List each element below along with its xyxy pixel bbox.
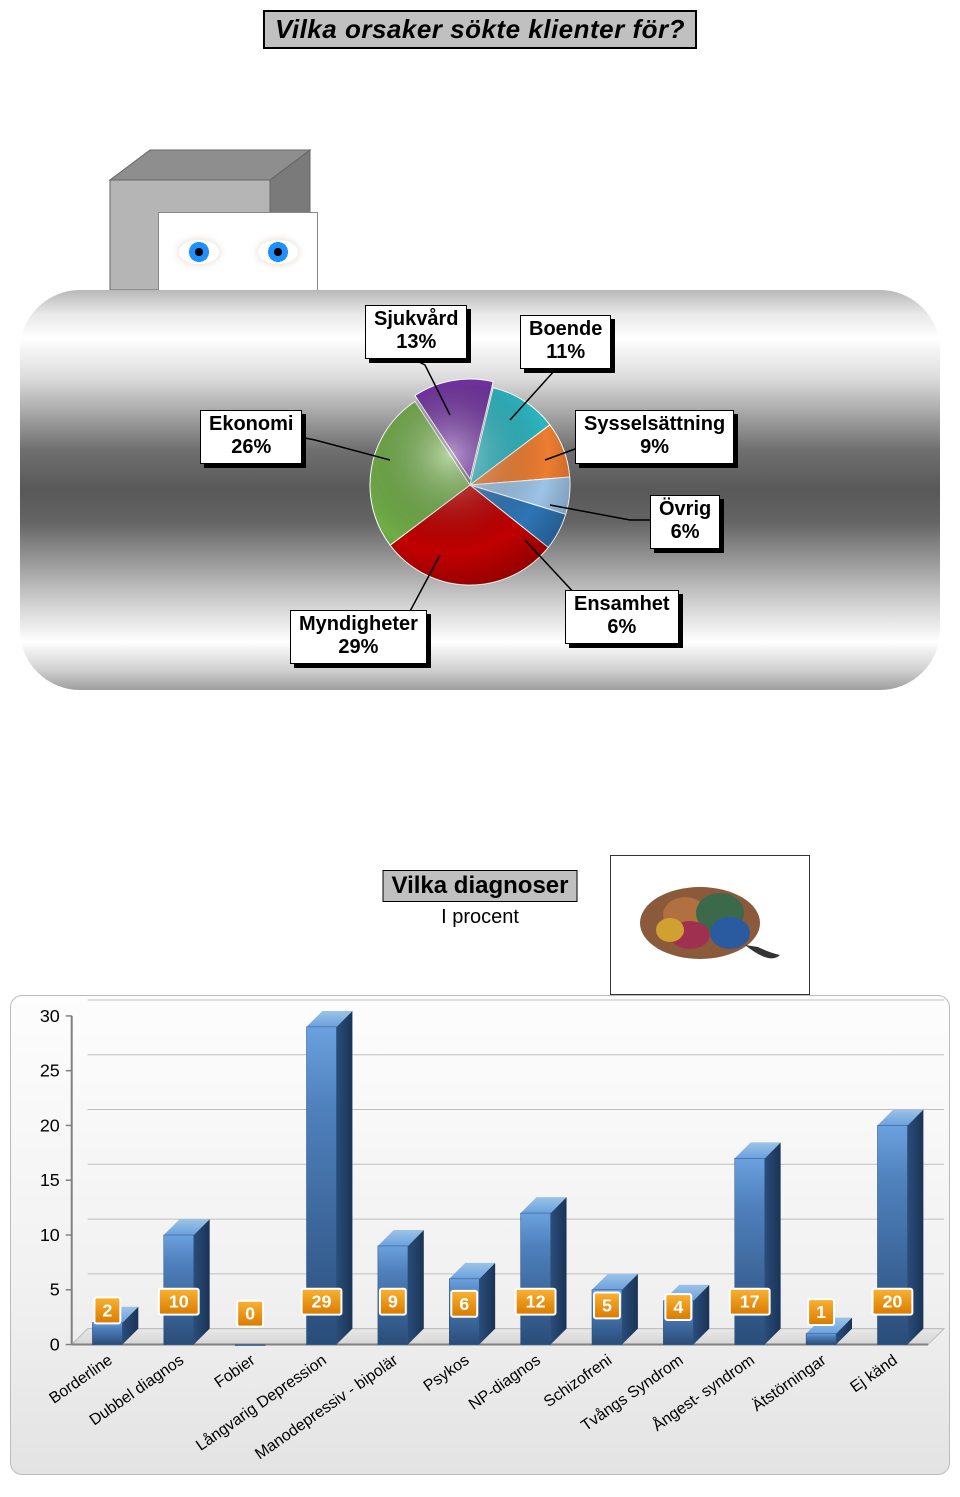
callout-ovrig: Övrig 6% <box>650 495 720 549</box>
callout-pct: 9% <box>584 436 725 459</box>
value-badge-text: 2 <box>102 1300 112 1320</box>
x-category-label: NP-diagnos <box>466 1352 544 1414</box>
bar-side <box>551 1197 567 1344</box>
callout-boende: Boende 11% <box>520 315 611 369</box>
bar-chart-svg: 0510152025302Borderline10Dubbel diagnos0… <box>11 996 949 1474</box>
ytick-label: 25 <box>40 1061 60 1081</box>
bar-chart-title: Vilka diagnoser I procent <box>383 870 578 929</box>
callout-sysselsattning: Sysselsättning 9% <box>575 410 734 464</box>
eye-right-icon <box>258 240 298 264</box>
x-category-label: Ej känd <box>847 1352 900 1396</box>
value-badge-text: 17 <box>740 1292 760 1312</box>
pie-svg <box>355 370 585 600</box>
ytick-label: 10 <box>40 1225 60 1245</box>
bar-title-boxed: Vilka diagnoser <box>383 870 578 902</box>
value-badge-text: 12 <box>526 1292 546 1312</box>
value-badge-text: 5 <box>602 1295 612 1315</box>
ytick-label: 20 <box>40 1115 60 1135</box>
brain-box <box>610 855 810 995</box>
callout-label: Övrig <box>659 498 711 521</box>
callout-sjukvard: Sjukvård 13% <box>365 305 467 359</box>
brain-icon <box>630 875 790 975</box>
value-badge-text: 6 <box>459 1294 469 1314</box>
x-category-label: Psykos <box>421 1352 473 1395</box>
callout-pct: 26% <box>209 436 293 459</box>
callout-label: Ensamhet <box>574 593 670 616</box>
value-badge-text: 29 <box>312 1292 332 1312</box>
pie-chart: Sjukvård 13% Boende 11% Sysselsättning 9… <box>20 310 940 710</box>
callout-label: Sjukvård <box>374 308 458 331</box>
ytick-label: 5 <box>50 1280 60 1300</box>
callout-pct: 13% <box>374 331 458 354</box>
value-badge-text: 20 <box>882 1292 902 1312</box>
bar <box>521 1213 551 1344</box>
x-category-label: Ätstörningar <box>749 1351 830 1415</box>
value-badge-text: 0 <box>245 1304 255 1324</box>
bar <box>235 1345 265 1346</box>
ytick-label: 0 <box>50 1335 60 1355</box>
ytick-label: 15 <box>40 1170 60 1190</box>
bar-side <box>408 1230 424 1345</box>
value-badge-text: 9 <box>388 1292 398 1312</box>
eyes-panel <box>158 212 318 292</box>
callout-pct: 6% <box>659 521 711 544</box>
value-badge-text: 1 <box>816 1302 826 1322</box>
callout-label: Sysselsättning <box>584 413 725 436</box>
callout-label: Boende <box>529 318 602 341</box>
bar-chart-panel: 0510152025302Borderline10Dubbel diagnos0… <box>10 995 950 1475</box>
callout-label: Ekonomi <box>209 413 293 436</box>
x-category-label: Långvarig Depression <box>193 1351 330 1455</box>
callout-myndigheter: Myndigheter 29% <box>290 610 427 664</box>
x-category-label: Manodepressiv - bipolär <box>252 1351 402 1463</box>
bar <box>92 1323 122 1345</box>
bar <box>735 1158 765 1344</box>
callout-ekonomi: Ekonomi 26% <box>200 410 302 464</box>
x-category-label: Borderline <box>46 1352 115 1408</box>
ytick-label: 30 <box>40 1006 60 1026</box>
value-badge-text: 4 <box>673 1297 683 1317</box>
page-title: Vilka orsaker sökte klienter för? <box>263 10 697 49</box>
callout-pct: 29% <box>299 636 418 659</box>
callout-pct: 11% <box>529 341 602 364</box>
bar <box>806 1334 836 1345</box>
callout-label: Myndigheter <box>299 613 418 636</box>
x-category-label: Fobier <box>212 1351 259 1391</box>
eye-left-icon <box>179 240 219 264</box>
bar-subtitle: I procent <box>383 906 578 929</box>
bar-side <box>194 1219 210 1344</box>
value-badge-text: 10 <box>169 1292 189 1312</box>
callout-pct: 6% <box>574 616 670 639</box>
callout-ensamhet: Ensamhet 6% <box>565 590 679 644</box>
